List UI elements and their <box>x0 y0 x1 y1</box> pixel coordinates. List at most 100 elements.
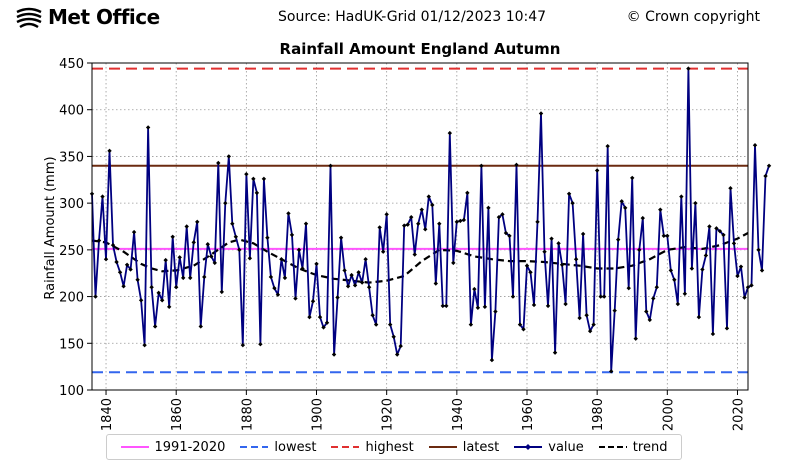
value-point <box>738 264 744 269</box>
value-point <box>188 275 193 281</box>
met-office-swirl-icon <box>16 7 42 28</box>
value-point <box>96 238 102 243</box>
value-point <box>282 275 288 281</box>
y-tick-label: 250 <box>59 244 84 259</box>
value-point <box>380 249 386 254</box>
value-point <box>131 229 137 235</box>
y-axis-label: Rainfall Amount (mm) <box>43 156 58 299</box>
legend-item-highest: highest <box>331 440 414 455</box>
value-point <box>272 285 277 291</box>
value-point <box>156 290 161 296</box>
legend-item-trend: trend <box>598 439 668 455</box>
value-point <box>170 234 175 239</box>
value-point <box>177 255 182 260</box>
value-point <box>384 212 389 217</box>
value-point <box>338 235 344 240</box>
value-point <box>195 219 200 225</box>
value-point <box>293 296 298 301</box>
value-point <box>345 284 351 289</box>
value-point <box>198 324 203 329</box>
legend-label-value: value <box>548 439 584 455</box>
x-tick-label: 1980 <box>591 398 606 431</box>
value-point <box>145 125 151 130</box>
value-point <box>275 292 281 297</box>
y-tick-label: 150 <box>59 337 84 352</box>
x-tick-label: 1860 <box>170 398 185 431</box>
value-point <box>166 304 172 310</box>
value-point <box>328 163 333 168</box>
value-point <box>654 285 659 290</box>
value-point <box>149 285 154 290</box>
value-point <box>191 240 196 245</box>
value-point <box>486 205 491 211</box>
value-point <box>647 317 652 323</box>
value-point <box>545 303 551 309</box>
value-point <box>237 247 242 253</box>
legend-highest-swatch <box>331 446 360 448</box>
value-point <box>128 267 133 272</box>
value-point <box>689 266 695 271</box>
value-point <box>212 260 217 266</box>
value-point <box>265 235 270 240</box>
value-point <box>651 296 656 301</box>
value-point <box>331 352 337 357</box>
value-point <box>675 301 681 307</box>
met-office-logo: Met Office <box>14 5 160 29</box>
value-point <box>665 233 670 239</box>
value-point <box>594 168 600 173</box>
value-point <box>184 224 189 229</box>
legend-label-baseline: 1991-2020 <box>154 439 226 455</box>
value-series <box>89 66 772 374</box>
value-point <box>289 232 295 238</box>
rainfall-chart: 100 150 200 250 300 350 400 450 1840 1860 1880 1900… <box>43 57 772 431</box>
value-point <box>391 334 396 339</box>
value-point <box>598 294 603 299</box>
value-point <box>507 233 512 239</box>
value-point <box>244 171 249 177</box>
value-point <box>472 286 477 292</box>
value-point <box>152 324 158 329</box>
value-point <box>138 298 144 303</box>
legend-label-lowest: lowest <box>274 439 317 455</box>
legend-item-lowest: lowest <box>240 440 316 455</box>
value-point <box>103 257 109 262</box>
value-point <box>159 298 165 303</box>
value-point <box>584 313 589 318</box>
y-tick-label: 200 <box>59 291 84 306</box>
value-point <box>630 175 635 181</box>
value-point <box>216 160 221 166</box>
value-point <box>419 207 424 212</box>
value-point <box>437 221 442 226</box>
value-point <box>696 314 702 320</box>
value-point <box>454 219 460 225</box>
value-point <box>616 237 621 242</box>
source-label: Source: HadUK-Grid 01/12/2023 10:47 <box>278 9 547 25</box>
value-point <box>342 268 347 273</box>
value-point <box>412 252 417 257</box>
legend: 1991-2020 lowest highest latest value tr… <box>106 434 682 460</box>
value-point <box>703 253 709 258</box>
value-point <box>440 303 446 309</box>
value-point <box>377 225 382 230</box>
x-tick-label: 1880 <box>240 398 255 431</box>
value-point <box>100 194 105 199</box>
value-line <box>91 67 770 373</box>
y-tick-label: 400 <box>59 104 84 119</box>
value-point <box>570 200 575 206</box>
legend-item-latest: latest <box>428 440 499 455</box>
value-point <box>307 314 312 320</box>
value-point <box>742 295 747 300</box>
value-point <box>749 283 754 288</box>
value-point <box>279 257 284 262</box>
value-point <box>531 302 537 308</box>
value-point <box>223 200 228 206</box>
value-point <box>324 320 330 325</box>
value-point <box>359 280 365 285</box>
trend-series <box>91 232 749 284</box>
value-point <box>93 294 98 299</box>
value-point <box>573 257 579 262</box>
legend-label-trend: trend <box>632 439 668 455</box>
axes: 100 150 200 250 300 350 400 450 1840 1860 1880 1900… <box>59 57 749 431</box>
value-point <box>658 207 663 212</box>
value-point <box>661 233 667 239</box>
